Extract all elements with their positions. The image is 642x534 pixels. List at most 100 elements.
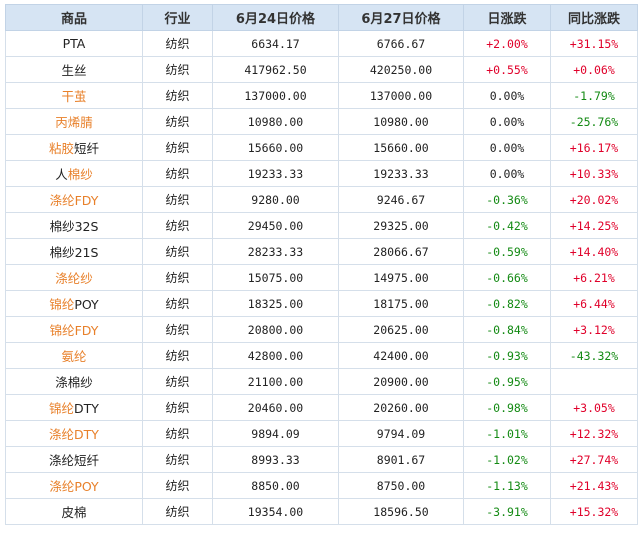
table-row: 涤纶纱 纺织 15075.00 14975.00 -0.66% +6.21% — [5, 264, 638, 291]
price-jun27: 8901.67 — [338, 446, 464, 473]
table-row: 氨纶 纺织 42800.00 42400.00 -0.93% -43.32% — [5, 342, 638, 369]
table-body: PTA 纺织 6634.17 6766.67 +2.00% +31.15% 生丝 纺织 4179… — [5, 30, 638, 525]
price-jun24: 29450.00 — [212, 212, 339, 239]
industry: 纺织 — [142, 134, 213, 161]
daily-change: -0.59% — [463, 238, 551, 265]
daily-change: -0.93% — [463, 342, 551, 369]
yoy-change: +27.74% — [550, 446, 638, 473]
commodity-name-part: 人 — [55, 167, 68, 182]
table-row: 棉纱21S 纺织 28233.33 28066.67 -0.59% +14.40% — [5, 238, 638, 265]
industry: 纺织 — [142, 472, 213, 499]
price-jun24: 9280.00 — [212, 186, 339, 213]
daily-change: -1.02% — [463, 446, 551, 473]
daily-change: 0.00% — [463, 108, 551, 135]
header-daily-change: 日涨跌 — [463, 4, 551, 31]
commodity-name: 丙烯腈 — [5, 108, 143, 135]
price-jun27: 19233.33 — [338, 160, 464, 187]
daily-change: -3.91% — [463, 498, 551, 525]
table-row: 粘胶短纤 纺织 15660.00 15660.00 0.00% +16.17% — [5, 134, 638, 161]
commodity-name: 生丝 — [5, 56, 143, 83]
industry: 纺织 — [142, 316, 213, 343]
commodity-name: PTA — [5, 30, 143, 57]
industry: 纺织 — [142, 186, 213, 213]
table-row: 棉纱32S 纺织 29450.00 29325.00 -0.42% +14.25% — [5, 212, 638, 239]
price-jun27: 6766.67 — [338, 30, 464, 57]
yoy-change: +21.43% — [550, 472, 638, 499]
price-jun27: 28066.67 — [338, 238, 464, 265]
price-jun24: 18325.00 — [212, 290, 339, 317]
commodity-name-part: 锦纶 — [49, 297, 75, 312]
table-row: 锦纶FDY 纺织 20800.00 20625.00 -0.84% +3.12% — [5, 316, 638, 343]
yoy-change: +0.06% — [550, 56, 638, 83]
commodity-name-part: 锦纶 — [49, 401, 75, 416]
industry: 纺织 — [142, 264, 213, 291]
daily-change: +0.55% — [463, 56, 551, 83]
table-row: 丙烯腈 纺织 10980.00 10980.00 0.00% -25.76% — [5, 108, 638, 135]
yoy-change: +31.15% — [550, 30, 638, 57]
industry: 纺织 — [142, 446, 213, 473]
daily-change: -0.84% — [463, 316, 551, 343]
price-jun27: 420250.00 — [338, 56, 464, 83]
price-jun27: 15660.00 — [338, 134, 464, 161]
header-commodity: 商品 — [5, 4, 143, 31]
commodity-name: 皮棉 — [5, 498, 143, 525]
industry: 纺织 — [142, 498, 213, 525]
price-jun24: 15075.00 — [212, 264, 339, 291]
commodity-name: 氨纶 — [5, 342, 143, 369]
daily-change: -1.01% — [463, 420, 551, 447]
commodity-name-part: 棉纱 — [67, 167, 93, 182]
price-jun24: 20800.00 — [212, 316, 339, 343]
industry: 纺织 — [142, 212, 213, 239]
daily-change: -1.13% — [463, 472, 551, 499]
price-jun24: 19233.33 — [212, 160, 339, 187]
price-jun24: 417962.50 — [212, 56, 339, 83]
price-jun27: 20900.00 — [338, 368, 464, 395]
yoy-change: +3.05% — [550, 394, 638, 421]
table-header-row: 商品 行业 6月24日价格 6月27日价格 日涨跌 同比涨跌 — [5, 4, 638, 31]
price-jun24: 20460.00 — [212, 394, 339, 421]
yoy-change — [550, 368, 638, 395]
daily-change: +2.00% — [463, 30, 551, 57]
price-jun24: 42800.00 — [212, 342, 339, 369]
commodity-name: 涤纶DTY — [5, 420, 143, 447]
yoy-change: -1.79% — [550, 82, 638, 109]
yoy-change: +3.12% — [550, 316, 638, 343]
yoy-change: +6.44% — [550, 290, 638, 317]
price-jun27: 9794.09 — [338, 420, 464, 447]
yoy-change: +16.17% — [550, 134, 638, 161]
daily-change: -0.36% — [463, 186, 551, 213]
price-jun24: 8993.33 — [212, 446, 339, 473]
price-jun24: 9894.09 — [212, 420, 339, 447]
price-jun27: 20260.00 — [338, 394, 464, 421]
price-table: 商品 行业 6月24日价格 6月27日价格 日涨跌 同比涨跌 PTA 纺织 6634… — [5, 4, 638, 525]
daily-change: -0.95% — [463, 368, 551, 395]
daily-change: 0.00% — [463, 160, 551, 187]
price-jun27: 20625.00 — [338, 316, 464, 343]
commodity-name-part: POY — [74, 297, 99, 312]
table-row: 干茧 纺织 137000.00 137000.00 0.00% -1.79% — [5, 82, 638, 109]
daily-change: -0.42% — [463, 212, 551, 239]
price-jun24: 6634.17 — [212, 30, 339, 57]
price-jun27: 137000.00 — [338, 82, 464, 109]
commodity-name: 棉纱32S — [5, 212, 143, 239]
daily-change: 0.00% — [463, 82, 551, 109]
table-row: PTA 纺织 6634.17 6766.67 +2.00% +31.15% — [5, 30, 638, 57]
daily-change: -0.98% — [463, 394, 551, 421]
header-price-jun27: 6月27日价格 — [338, 4, 464, 31]
yoy-change: -43.32% — [550, 342, 638, 369]
price-jun24: 28233.33 — [212, 238, 339, 265]
yoy-change: +14.40% — [550, 238, 638, 265]
industry: 纺织 — [142, 108, 213, 135]
price-jun27: 18596.50 — [338, 498, 464, 525]
table-row: 涤纶FDY 纺织 9280.00 9246.67 -0.36% +20.02% — [5, 186, 638, 213]
price-jun27: 42400.00 — [338, 342, 464, 369]
industry: 纺织 — [142, 394, 213, 421]
table-row: 涤棉纱 纺织 21100.00 20900.00 -0.95% — [5, 368, 638, 395]
industry: 纺织 — [142, 82, 213, 109]
yoy-change: +10.33% — [550, 160, 638, 187]
yoy-change: +6.21% — [550, 264, 638, 291]
header-industry: 行业 — [142, 4, 213, 31]
commodity-name: 粘胶短纤 — [5, 134, 143, 161]
price-jun27: 9246.67 — [338, 186, 464, 213]
price-jun27: 10980.00 — [338, 108, 464, 135]
